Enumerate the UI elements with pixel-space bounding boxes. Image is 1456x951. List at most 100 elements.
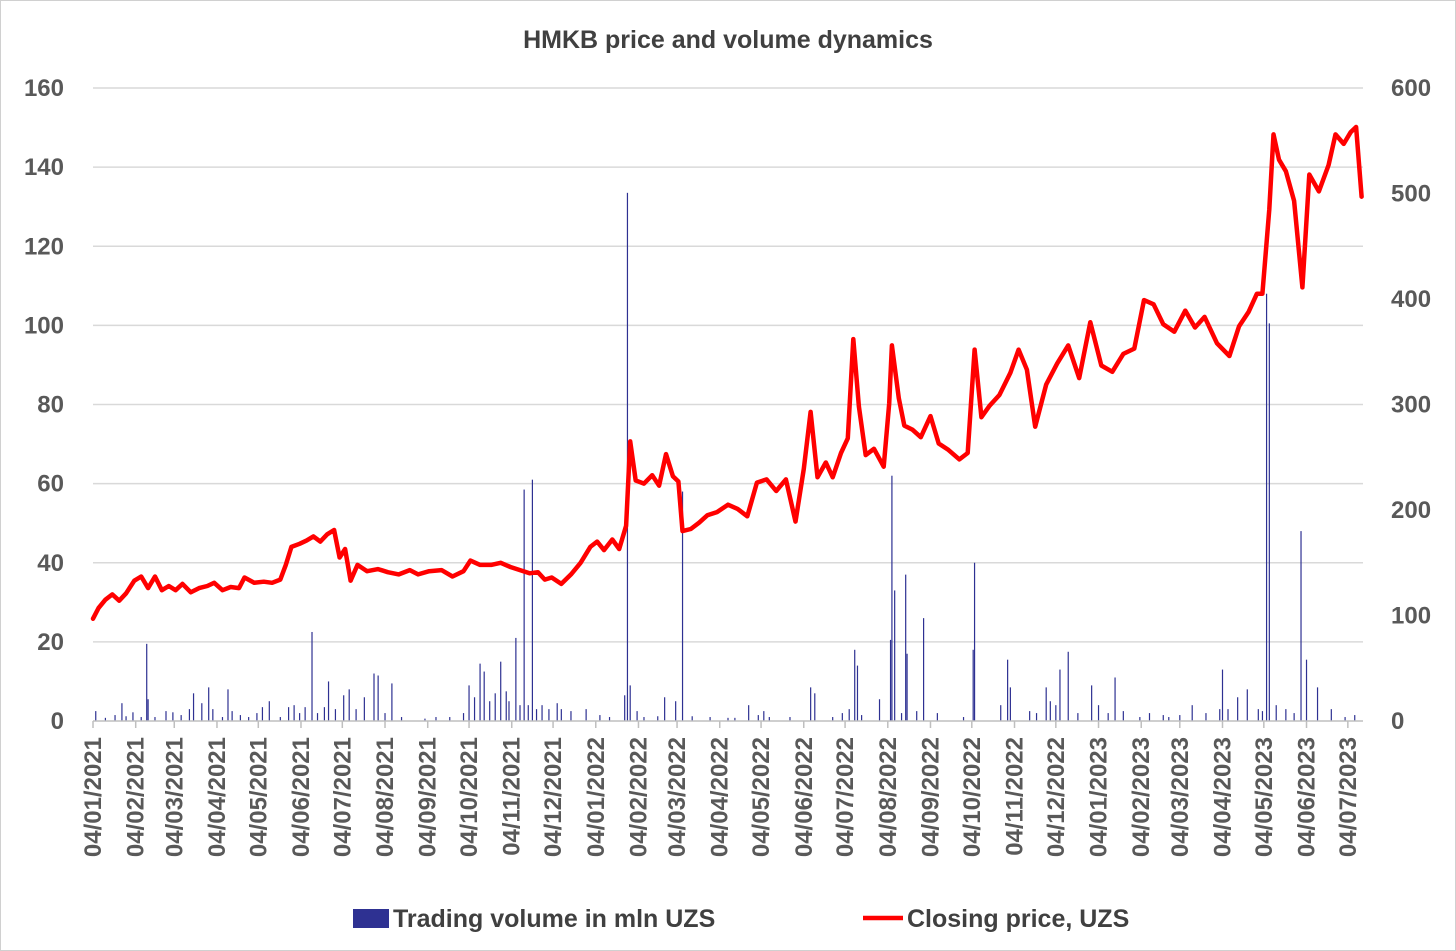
volume-bar (1162, 715, 1164, 721)
volume-bar (121, 703, 123, 721)
volume-bar (231, 711, 233, 721)
volume-bar (1268, 323, 1270, 721)
right-tick-label: 200 (1391, 497, 1431, 524)
volume-bar (936, 713, 938, 721)
volume-bar (691, 716, 693, 721)
volume-bar (854, 649, 856, 721)
volume-bar (1300, 531, 1302, 721)
left-tick-label: 40 (37, 550, 64, 577)
left-tick-label: 100 (24, 312, 64, 339)
volume-bar (757, 715, 759, 721)
volume-bar (1122, 711, 1124, 721)
x-tick-label: 04/04/2022 (707, 737, 734, 857)
volume-bar (146, 643, 148, 721)
x-tick-label: 04/05/2023 (1251, 737, 1278, 857)
volume-bar (221, 717, 224, 721)
volume-bar (1305, 659, 1308, 721)
volume-bar (1246, 689, 1248, 721)
volume-bar (435, 717, 437, 721)
volume-bar (293, 705, 295, 721)
x-tick-label: 04/12/2021 (540, 737, 567, 857)
x-tick-label: 04/09/2021 (415, 737, 442, 857)
volume-bar (734, 717, 736, 721)
volume-bar (1107, 713, 1109, 721)
volume-bar (891, 475, 893, 721)
left-tick-label: 160 (24, 75, 64, 102)
volume-bar (810, 687, 812, 721)
x-tick-label: 04/08/2022 (875, 737, 902, 857)
volume-bar (147, 699, 149, 721)
volume-bar (1265, 293, 1268, 721)
volume-bar (132, 712, 134, 721)
x-tick-label: 04/10/2021 (456, 737, 483, 857)
right-tick-label: 400 (1391, 286, 1431, 313)
volume-bar (483, 671, 485, 721)
legend: Trading volume in mln UZS Closing price,… (353, 905, 1129, 933)
x-tick-label: 04/08/2021 (372, 737, 399, 857)
volume-bar (1293, 713, 1295, 721)
volume-bar (1354, 715, 1356, 721)
x-tick-label: 04/02/2023 (1128, 737, 1155, 857)
volume-bar (261, 707, 264, 721)
volume-bar (535, 709, 538, 721)
volume-bar (763, 711, 765, 721)
volume-bar (548, 709, 550, 721)
volume-bar (1055, 705, 1057, 721)
left-tick-label: 140 (24, 154, 64, 181)
volume-bar (95, 711, 97, 721)
volume-bar (1000, 705, 1002, 721)
volume-bar (1344, 717, 1346, 721)
volume-bar (906, 653, 908, 721)
volume-bar (172, 712, 174, 721)
volume-bar (449, 717, 451, 721)
volume-bar (1114, 677, 1116, 721)
volume-bar (923, 618, 925, 721)
right-tick-label: 0 (1391, 708, 1404, 735)
volume-bar (462, 713, 465, 721)
x-tick-label: 04/12/2022 (1043, 737, 1070, 857)
volume-bar (316, 713, 319, 721)
right-tick-label: 500 (1391, 181, 1431, 208)
volume-bar (140, 717, 142, 721)
volume-bar (348, 689, 350, 721)
volume-bar (201, 703, 203, 721)
volume-bar (878, 699, 881, 721)
volume-bar (629, 685, 631, 721)
volume-bar (1205, 713, 1207, 721)
x-tick-label: 04/04/2023 (1210, 737, 1237, 857)
x-tick-label: 04/11/2021 (499, 737, 526, 856)
volume-bar (1045, 687, 1047, 721)
volume-bar (363, 697, 365, 721)
volume-bar (664, 697, 666, 721)
volume-bar (856, 665, 859, 721)
volume-bar (727, 717, 729, 721)
volume-bar (1237, 697, 1239, 721)
x-tick-label: 04/03/2023 (1167, 737, 1194, 857)
volume-bar (1148, 713, 1151, 721)
volume-bar (1316, 687, 1319, 721)
volume-bar (288, 707, 290, 721)
volume-bar (1009, 687, 1011, 721)
x-tick-label: 04/05/2021 (245, 737, 272, 857)
x-tick-label: 04/06/2023 (1294, 737, 1321, 857)
volume-bar (962, 717, 965, 721)
volume-bar (268, 701, 270, 721)
volume-bar (608, 717, 611, 721)
volume-bar (636, 711, 638, 721)
right-axis-ticks: 0 100 200 300 400 500 600 (1391, 75, 1431, 735)
volume-bar (384, 713, 386, 721)
volume-bar (1067, 651, 1069, 721)
left-tick-label: 20 (37, 629, 64, 656)
x-tick-label: 04/06/2022 (791, 737, 818, 857)
volume-bar (570, 711, 572, 721)
left-tick-label: 80 (37, 392, 64, 419)
volume-bar (681, 491, 684, 721)
volume-bar (748, 705, 750, 721)
volume-bar (1168, 717, 1170, 721)
volume-bar (832, 717, 834, 721)
volume-bar (473, 697, 476, 721)
volume-bar (489, 701, 491, 721)
volume-bar (479, 663, 481, 721)
volume-bar (523, 489, 525, 721)
